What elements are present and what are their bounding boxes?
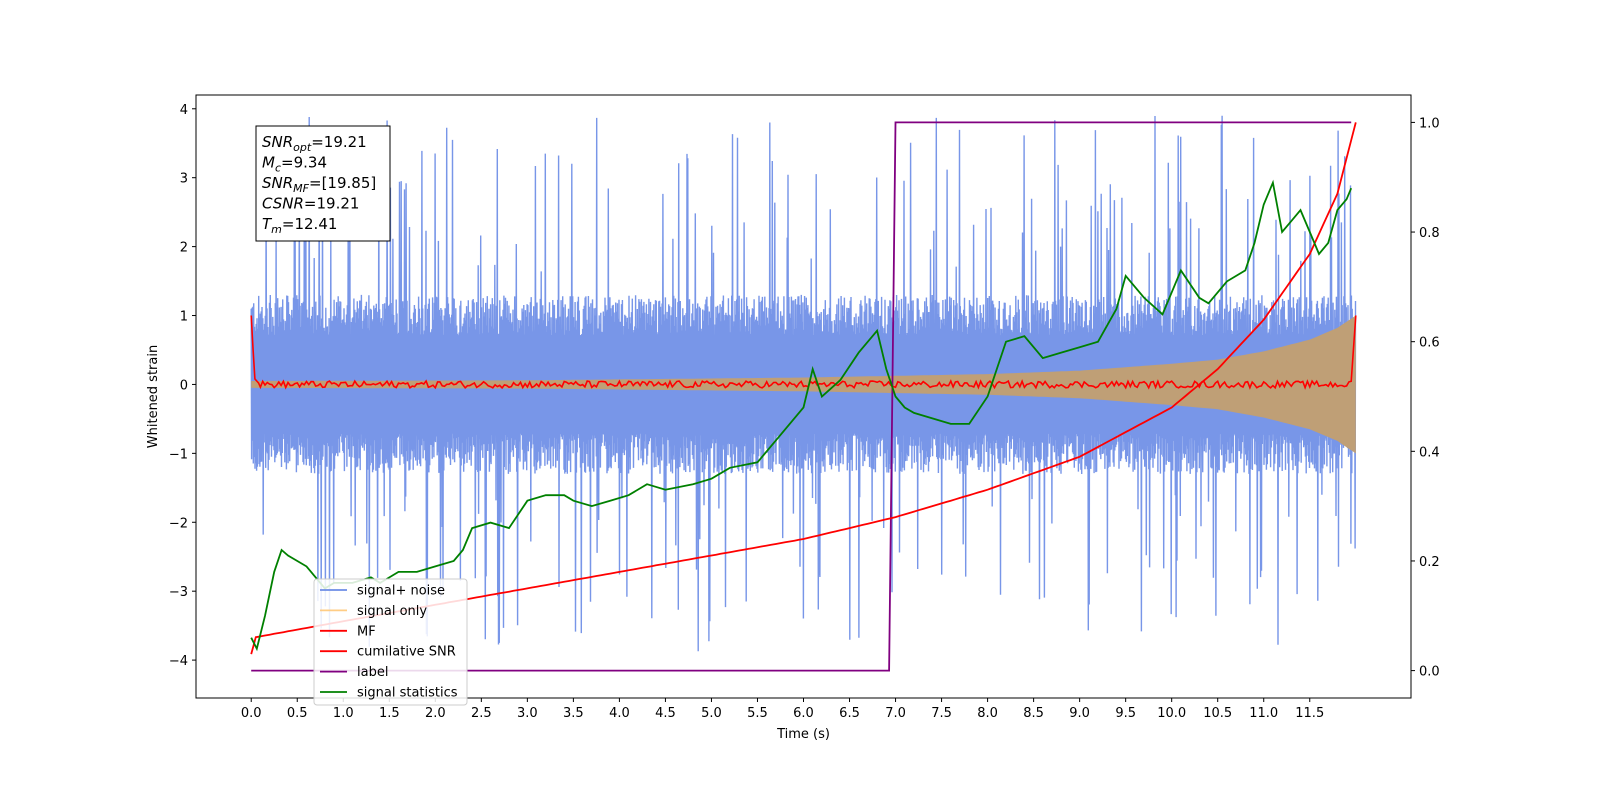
x-tick-label: 7.0 (885, 706, 906, 721)
y-right-tick-label: 0.4 (1419, 445, 1440, 460)
x-tick-label: 5.5 (747, 706, 768, 721)
series-mf (250, 315, 1357, 390)
x-tick-label: 10.5 (1203, 706, 1232, 721)
x-tick-label: 8.5 (1023, 706, 1044, 721)
series-signal-statistics (250, 179, 1353, 652)
y-left-tick-label: 0 (180, 378, 188, 393)
legend-label: signal+ noise (357, 584, 445, 599)
y-right-tick-label: 0.2 (1419, 555, 1440, 570)
x-tick-label: 10.0 (1157, 706, 1186, 721)
x-tick-label: 2.0 (425, 706, 446, 721)
annotation-line: SNRMF=[19.85] (262, 174, 376, 195)
series-signal-only (251, 315, 1356, 454)
y-left-tick-label: 2 (180, 241, 188, 256)
y-left-tick-label: −3 (169, 585, 188, 600)
annotation-line: Tm=12.41 (262, 215, 337, 236)
x-tick-label: 11.0 (1249, 706, 1278, 721)
y-left-tick-label: 3 (180, 172, 188, 187)
y-left-tick-label: −1 (169, 447, 188, 462)
x-tick-label: 2.5 (471, 706, 492, 721)
x-tick-label: 9.5 (1115, 706, 1136, 721)
x-tick-label: 1.5 (379, 706, 400, 721)
x-tick-label: 7.5 (931, 706, 952, 721)
x-tick-label: 9.0 (1069, 706, 1090, 721)
legend-label: signal only (357, 604, 427, 619)
annotation-box: SNRopt=19.21Mc=9.34SNRMF=[19.85]CSNR=19.… (255, 125, 391, 242)
series-label (251, 121, 1352, 672)
plot-area (250, 115, 1357, 672)
x-tick-label: 11.5 (1295, 706, 1324, 721)
y-left-tick-label: 4 (180, 103, 188, 118)
x-tick-label: 4.5 (655, 706, 676, 721)
x-tick-label: 5.0 (701, 706, 722, 721)
series-signal-noise (250, 115, 1357, 652)
legend-label: label (357, 665, 388, 680)
legend-label: signal statistics (357, 686, 458, 701)
x-tick-label: 0.5 (287, 706, 308, 721)
legend-label: cumilative SNR (357, 645, 456, 660)
x-tick-label: 1.0 (333, 706, 354, 721)
x-axis-label: Time (s) (776, 727, 830, 742)
x-tick-label: 6.0 (793, 706, 814, 721)
y-right-tick-label: 0.8 (1419, 226, 1440, 241)
y-left-tick-label: −2 (169, 516, 188, 531)
x-tick-label: 4.0 (609, 706, 630, 721)
y-axis-label: Whitened strain (146, 345, 161, 448)
y-left-tick-label: −4 (169, 654, 188, 669)
x-tick-label: 0.0 (241, 706, 262, 721)
x-tick-label: 6.5 (839, 706, 860, 721)
legend-label: MF (357, 624, 376, 639)
annotation-line: SNRopt=19.21 (262, 133, 367, 154)
ticks-layer: 0.0 0.5 1.0 1.5 2.0 2.5 3.0 3.5 4.0 4.5 5.0 5.5 6.0 6… (169, 103, 1440, 721)
y-right-tick-label: 1.0 (1419, 116, 1440, 131)
legend: signal+ noise signal only MF cumilative SNR… (313, 578, 468, 706)
y-right-tick-label: 0.0 (1419, 665, 1440, 680)
series-layer (250, 115, 1357, 672)
y-left-tick-label: 1 (180, 310, 188, 325)
y-right-tick-label: 0.6 (1419, 336, 1440, 351)
x-tick-label: 8.0 (977, 706, 998, 721)
x-tick-label: 3.0 (517, 706, 538, 721)
x-tick-label: 3.5 (563, 706, 584, 721)
annotation-line: CSNR=19.21 (262, 195, 359, 213)
annotation-line: Mc=9.34 (262, 154, 327, 175)
